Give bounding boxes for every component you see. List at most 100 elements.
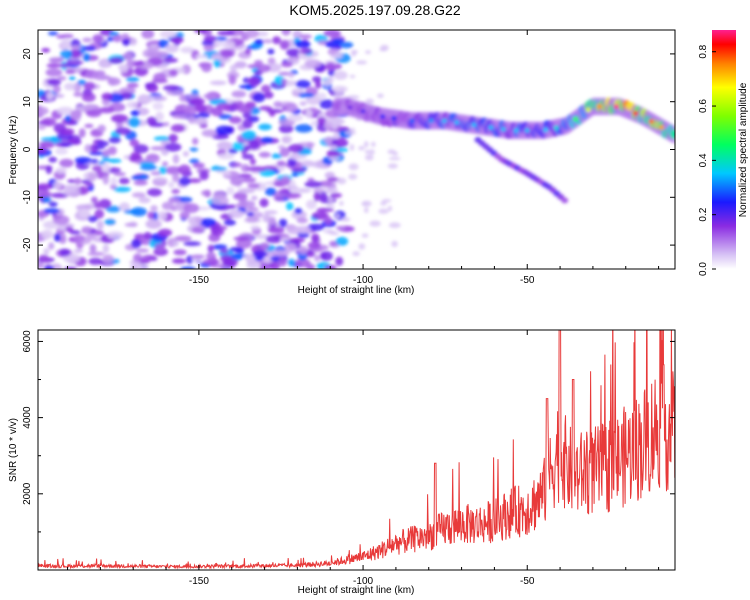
noise-cell: [134, 263, 149, 269]
x-tick-label: -100: [353, 576, 373, 587]
noise-cell: [209, 80, 227, 86]
noise-cell: [187, 178, 202, 183]
ridge-peak: [471, 122, 477, 128]
noise-cell: [233, 236, 250, 241]
noise-cell: [191, 226, 203, 234]
noise-cell: [201, 62, 212, 73]
noise-cell: [239, 199, 247, 207]
y-tick-label: 2000: [22, 482, 33, 505]
noise-cell: [327, 187, 338, 194]
noise-cell: [46, 63, 61, 69]
noise-cell: [168, 181, 175, 189]
ridge-peak: [633, 111, 638, 116]
noise-cell: [217, 30, 235, 36]
noise-cell: [344, 130, 357, 136]
noise-cell: [387, 149, 396, 155]
noise-cell: [101, 92, 113, 101]
noise-cell: [115, 127, 131, 135]
noise-cell: [86, 109, 102, 118]
noise-cell: [335, 213, 340, 220]
ridge-peak: [380, 114, 386, 119]
noise-cell: [284, 102, 298, 113]
noise-cell: [126, 59, 135, 70]
noise-cell: [316, 92, 327, 100]
ridge-peak: [409, 118, 415, 124]
noise-cell: [74, 156, 92, 164]
noise-cell: [316, 207, 335, 212]
noise-cell: [296, 217, 308, 224]
ridge-peak: [454, 120, 460, 125]
x-tick-label: -150: [189, 275, 209, 286]
noise-cell: [81, 92, 96, 103]
noise-cell: [173, 249, 187, 256]
noise-cell: [299, 34, 312, 39]
noise-cell: [283, 192, 302, 199]
noise-cell: [83, 81, 96, 91]
noise-cell: [188, 216, 202, 226]
noise-cell: [89, 243, 97, 254]
noise-cell: [162, 161, 169, 167]
noise-cell: [335, 122, 341, 127]
y-tick-label: 4000: [22, 406, 33, 429]
noise-cell: [129, 260, 141, 265]
noise-cell: [178, 164, 191, 175]
noise-cell: [324, 171, 336, 180]
ridge-peak: [573, 116, 578, 122]
noise-cell: [108, 136, 121, 144]
noise-cell: [183, 106, 197, 116]
noise-cell: [131, 239, 142, 249]
noise-cell: [48, 57, 64, 63]
noise-cell: [194, 104, 208, 113]
noise-cell: [226, 186, 235, 195]
ridge-peak: [613, 104, 619, 109]
noise-cell: [281, 135, 293, 144]
noise-cell: [162, 122, 170, 127]
noise-cell: [248, 207, 259, 212]
noise-cell: [102, 254, 114, 264]
noise-cell: [267, 227, 285, 234]
noise-cell: [222, 258, 238, 267]
noise-cell: [243, 145, 251, 152]
noise-cell: [47, 31, 59, 36]
noise-cell: [242, 118, 253, 129]
colorbar-tick-label: 0.4: [698, 153, 709, 167]
noise-cell: [296, 225, 312, 234]
noise-cell: [222, 40, 236, 49]
noise-cell: [304, 59, 322, 69]
noise-cell: [203, 93, 218, 99]
noise-cell: [59, 142, 73, 147]
snr-panel: -150 -100 -50 2000 4000 6000 Height of straig…: [8, 329, 676, 596]
noise-cell: [75, 204, 92, 211]
noise-cell: [137, 94, 155, 104]
noise-cell: [108, 57, 124, 64]
noise-cell: [332, 38, 345, 43]
noise-cell: [320, 251, 333, 261]
noise-cell: [258, 123, 272, 131]
noise-cell: [203, 44, 214, 52]
noise-cell: [179, 211, 190, 220]
noise-cell: [195, 54, 209, 59]
noise-cell: [121, 33, 130, 39]
noise-cell: [327, 197, 334, 203]
noise-cell: [348, 173, 358, 180]
noise-cell: [278, 188, 291, 193]
noise-cell: [358, 146, 365, 151]
noise-cell: [203, 35, 217, 43]
noise-cell: [199, 218, 217, 227]
noise-cell: [182, 151, 189, 157]
noise-cell: [43, 208, 60, 214]
noise-cell: [73, 234, 86, 242]
noise-cell: [92, 165, 104, 172]
branch-cell: [561, 197, 569, 204]
noise-cell: [317, 116, 327, 126]
noise-cell: [335, 236, 349, 246]
noise-cell: [111, 114, 129, 123]
noise-cell: [132, 192, 146, 198]
noise-cell: [39, 191, 53, 198]
y-tick-label: 0: [22, 146, 33, 152]
noise-cell: [307, 223, 325, 231]
noise-cell: [189, 158, 200, 164]
noise-cell: [84, 144, 92, 153]
noise-cell: [287, 258, 296, 267]
